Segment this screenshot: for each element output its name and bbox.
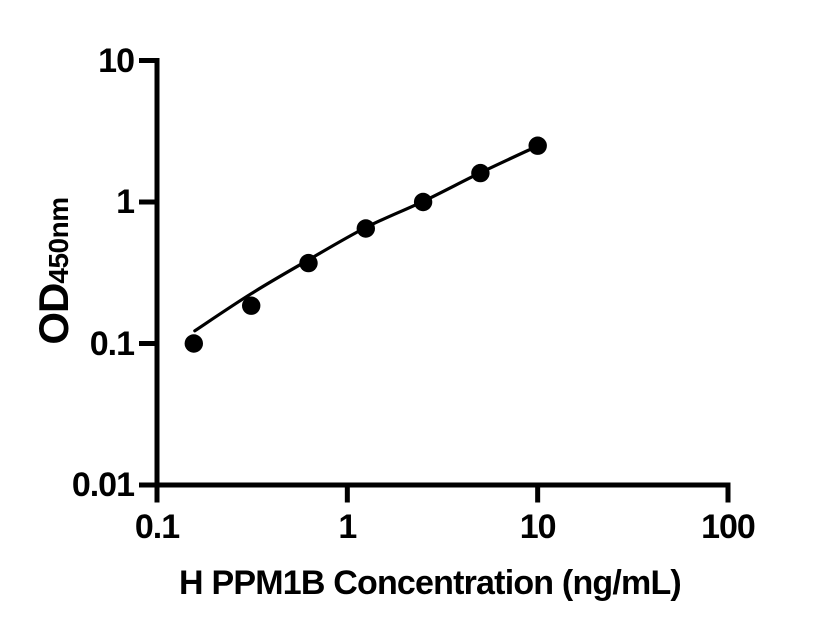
y-tick-label: 0.1 bbox=[89, 324, 135, 363]
data-point bbox=[356, 219, 375, 238]
y-tick-label: 1 bbox=[116, 183, 135, 221]
data-point bbox=[299, 253, 318, 273]
x-axis-title: H PPM1B Concentration (ng/mL) bbox=[179, 564, 682, 602]
y-axis-title: OD450nm bbox=[28, 141, 80, 401]
data-point bbox=[242, 296, 261, 315]
data-point bbox=[471, 163, 490, 183]
data-point bbox=[184, 334, 203, 353]
data-point bbox=[528, 136, 547, 155]
x-tick-label: 1 bbox=[338, 508, 357, 546]
x-tick-label: 10 bbox=[519, 508, 557, 546]
y-tick-label: 0.01 bbox=[71, 466, 135, 504]
x-tick-label: 0.1 bbox=[134, 508, 180, 546]
y-tick-label: 10 bbox=[98, 41, 135, 80]
data-point bbox=[413, 192, 433, 212]
x-tick-label: 100 bbox=[701, 508, 756, 546]
